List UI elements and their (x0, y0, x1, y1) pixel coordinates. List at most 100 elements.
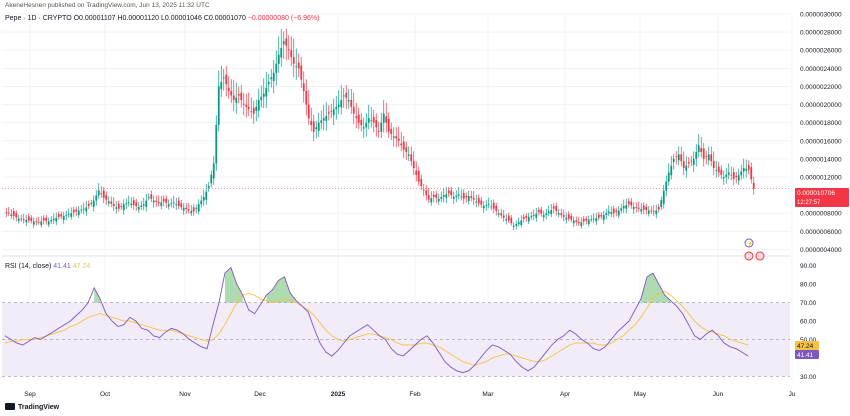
candle-body (645, 206, 648, 211)
rsi-line (4, 266, 749, 374)
candle-body (207, 186, 210, 188)
candle-body (237, 94, 240, 96)
low-value: L0.00001046 (160, 15, 202, 22)
candle-body (467, 196, 470, 202)
candle-body (547, 211, 550, 214)
candle-body (565, 217, 568, 220)
candle-body (495, 206, 498, 211)
candle-body (627, 201, 630, 205)
candle-body (450, 190, 453, 196)
rsi-band (2, 302, 790, 377)
candle-body (430, 198, 433, 203)
candle-body (455, 195, 458, 197)
candle-body (605, 213, 608, 216)
candle-body (387, 119, 390, 132)
time-tick-label: Feb (409, 391, 421, 398)
candle-body (52, 218, 55, 221)
candle-body (382, 113, 385, 123)
candle-body (675, 156, 678, 157)
candle-body (475, 201, 478, 203)
change-value: −0.00000080 (−6.96%) (247, 15, 320, 22)
candle-body (297, 62, 300, 69)
candle-body (272, 72, 275, 82)
candle-body (55, 217, 58, 222)
candle-body (725, 174, 728, 178)
candle-body (157, 201, 160, 204)
candle-body (575, 220, 578, 222)
candle-body (682, 161, 685, 168)
candle-body (70, 213, 73, 217)
candle-body (402, 141, 405, 150)
candle-body (545, 213, 548, 216)
candle-body (277, 54, 280, 64)
candle-body (717, 166, 720, 173)
candle-body (152, 200, 155, 203)
candle-body (312, 121, 315, 132)
candle-body (42, 217, 45, 221)
lightning-icon (744, 238, 754, 248)
rsi-title[interactable]: RSI (14, close) (5, 263, 52, 270)
candle-body (622, 206, 625, 209)
candle-body (567, 214, 570, 219)
candle-body (287, 49, 290, 51)
candle-body (405, 147, 408, 153)
candle-body (22, 219, 25, 220)
candle-body (320, 120, 323, 123)
candle-body (192, 207, 195, 212)
candle-body (492, 202, 495, 209)
candle-body (145, 200, 148, 207)
rsi-tick-label: 50.00 (800, 337, 817, 344)
candle-body (465, 196, 468, 198)
symbol-label[interactable]: Pepe · 1D · CRYPTO (5, 15, 72, 22)
tradingview-icon (5, 403, 15, 410)
candle-body (80, 209, 83, 211)
candle-body (340, 100, 343, 108)
candle-body (82, 208, 85, 210)
candle-body (342, 95, 345, 97)
candle-body (357, 114, 360, 123)
candle-body (260, 96, 263, 101)
candle-body (202, 196, 205, 201)
candle-body (150, 194, 153, 199)
candle-body (330, 110, 333, 112)
candle-body (355, 116, 358, 119)
candle-body (515, 224, 518, 226)
last-price-tag: 0.000010706 12:27:57 (795, 188, 849, 207)
candle-body (445, 194, 448, 198)
candle-body (135, 202, 138, 206)
candle-body (590, 219, 593, 220)
candle-body (637, 207, 640, 209)
candle-body (182, 207, 185, 211)
candle-body (422, 189, 425, 191)
candle-body (477, 197, 480, 204)
candle-body (327, 112, 330, 114)
candle-body (122, 204, 125, 211)
candle-body (607, 211, 610, 214)
candle-body (647, 210, 650, 214)
candle-body (385, 116, 388, 123)
candle-body (190, 210, 193, 214)
rsi-overbought-fill (224, 267, 243, 303)
tradingview-logo[interactable]: TradingView (5, 403, 59, 411)
candle-body (72, 209, 75, 213)
candle-body (550, 210, 553, 215)
candle-body (560, 213, 563, 216)
candle-body (530, 215, 533, 217)
candle-body (242, 103, 245, 105)
candle-body (347, 100, 350, 102)
candle-body (745, 168, 748, 171)
candle-body (225, 74, 228, 85)
last-price-value: 0.000010706 (797, 190, 835, 197)
candle-body (630, 201, 633, 206)
candle-body (140, 205, 143, 207)
candle-body (317, 122, 320, 131)
price-tick-label: 0.0000028000 (800, 30, 842, 37)
candle-body (37, 221, 40, 223)
open-value: O0.00001107 (73, 15, 116, 22)
candle-body (442, 195, 445, 197)
candle-body (295, 66, 298, 67)
candle-body (107, 201, 110, 204)
candle-body (680, 154, 683, 162)
price-tick-label: 0.0000018000 (800, 120, 842, 127)
